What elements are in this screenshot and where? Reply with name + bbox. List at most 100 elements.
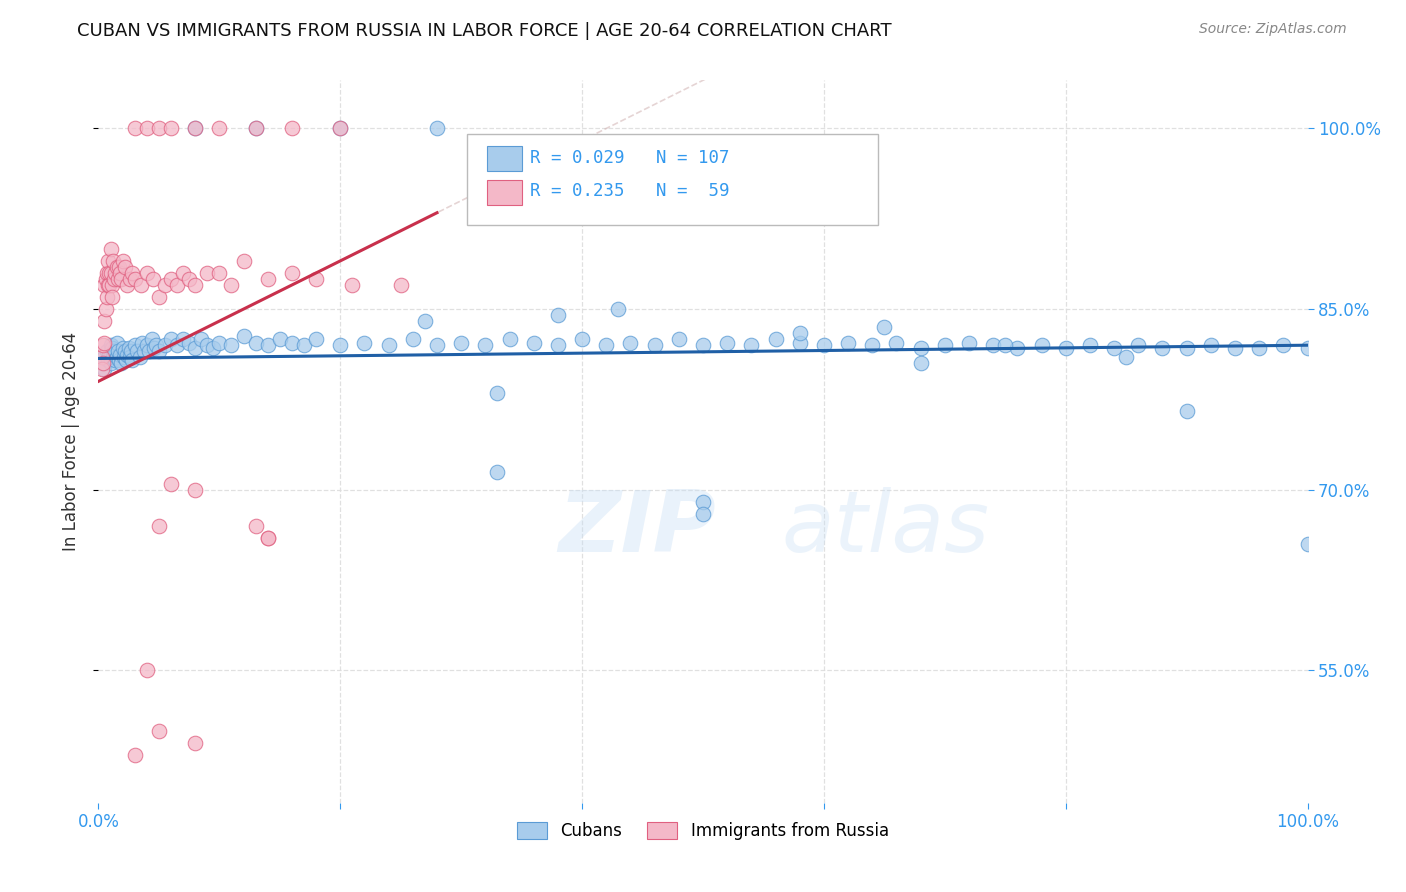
Point	[107, 344, 129, 359]
Point	[595, 338, 617, 352]
Point	[93, 362, 115, 376]
Point	[256, 338, 278, 352]
Point	[135, 266, 157, 280]
Point	[131, 335, 153, 350]
Point	[813, 338, 835, 352]
Point	[108, 266, 131, 280]
Point	[644, 338, 666, 352]
Point	[245, 121, 267, 136]
Text: ZIP: ZIP	[558, 487, 716, 570]
Point	[148, 519, 170, 533]
Point	[124, 272, 146, 286]
Point	[1272, 338, 1295, 352]
Point	[426, 121, 449, 136]
Point	[120, 344, 142, 359]
Point	[135, 338, 157, 352]
Point	[789, 335, 811, 350]
Point	[221, 338, 243, 352]
Point	[98, 266, 121, 280]
Point	[860, 338, 883, 352]
Point	[93, 278, 115, 293]
Point	[190, 332, 212, 346]
Point	[281, 266, 304, 280]
Point	[114, 260, 136, 274]
Point	[292, 338, 315, 352]
Point	[100, 290, 122, 304]
Point	[117, 348, 139, 362]
Point	[1031, 338, 1053, 352]
Point	[740, 338, 762, 352]
Point	[1128, 338, 1150, 352]
Point	[93, 350, 115, 364]
Point	[716, 335, 738, 350]
Point	[184, 736, 207, 750]
Point	[668, 332, 690, 346]
Point	[232, 254, 254, 268]
Point	[115, 352, 138, 367]
Point	[957, 335, 980, 350]
Point	[160, 332, 183, 346]
Point	[112, 350, 135, 364]
Point	[208, 121, 231, 136]
Point	[692, 495, 714, 509]
Point	[101, 254, 124, 268]
Point	[692, 338, 714, 352]
Point	[426, 338, 449, 352]
Point	[486, 465, 509, 479]
Point	[117, 278, 139, 293]
Point	[127, 344, 149, 359]
Point	[153, 278, 176, 293]
Point	[103, 272, 125, 286]
Point	[118, 350, 141, 364]
Point	[104, 266, 127, 280]
Point	[1102, 341, 1125, 355]
Point	[93, 335, 115, 350]
Point	[184, 121, 207, 136]
Point	[269, 332, 291, 346]
Point	[104, 352, 127, 367]
Point	[256, 531, 278, 545]
Point	[305, 332, 328, 346]
Point	[837, 335, 859, 350]
Point	[160, 476, 183, 491]
Point	[124, 338, 146, 352]
Point	[108, 348, 131, 362]
Point	[142, 272, 165, 286]
Point	[172, 332, 194, 346]
Point	[97, 254, 120, 268]
Point	[342, 278, 364, 293]
Point	[305, 272, 328, 286]
Point	[100, 242, 122, 256]
Point	[1115, 350, 1137, 364]
FancyBboxPatch shape	[486, 146, 522, 170]
Text: CUBAN VS IMMIGRANTS FROM RUSSIA IN LABOR FORCE | AGE 20-64 CORRELATION CHART: CUBAN VS IMMIGRANTS FROM RUSSIA IN LABOR…	[77, 22, 891, 40]
Point	[402, 332, 425, 346]
Point	[607, 301, 630, 317]
Point	[245, 519, 267, 533]
Point	[129, 278, 152, 293]
Point	[100, 278, 122, 293]
Point	[281, 121, 304, 136]
Point	[141, 332, 163, 346]
Point	[450, 335, 472, 350]
Point	[184, 341, 207, 355]
Point	[166, 278, 188, 293]
Point	[886, 335, 908, 350]
Point	[94, 301, 117, 317]
Point	[148, 723, 170, 738]
Point	[97, 352, 120, 367]
Point	[184, 278, 207, 293]
Point	[172, 266, 194, 280]
Point	[245, 335, 267, 350]
Point	[353, 335, 375, 350]
Point	[208, 266, 231, 280]
Point	[160, 121, 183, 136]
Point	[208, 335, 231, 350]
Point	[105, 350, 128, 364]
Point	[98, 278, 121, 293]
Point	[1296, 341, 1319, 355]
Point	[619, 335, 641, 350]
Point	[873, 320, 896, 334]
Point	[110, 356, 132, 370]
Point	[97, 278, 120, 293]
